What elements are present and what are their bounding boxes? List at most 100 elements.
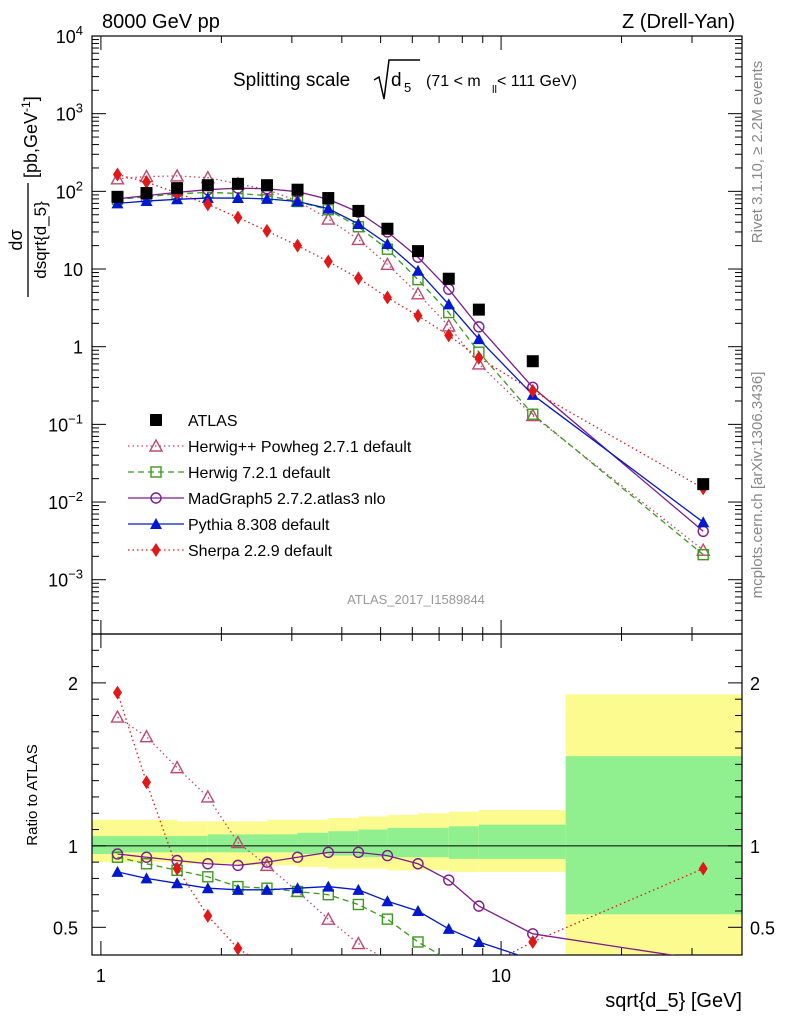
data-point — [233, 210, 243, 225]
data-point — [260, 192, 273, 204]
band-green — [565, 756, 742, 915]
y-tick-label: 10 — [63, 260, 83, 280]
svg-text:[pb,GeV-1]: [pb,GeV-1] — [19, 96, 41, 178]
ratio-point — [321, 911, 336, 925]
ratio-point — [231, 883, 244, 895]
ratio-series-pythia-8-308-default — [111, 865, 521, 955]
data-point — [471, 356, 487, 370]
ratio-point — [202, 871, 214, 883]
data-point — [380, 256, 395, 271]
x-axis-label: sqrt{d_5} [GeV] — [605, 990, 742, 1012]
legend-label: Herwig++ Powheg 2.7.1 default — [188, 439, 412, 456]
legend-entry-atlas: ATLAS — [150, 413, 238, 430]
legend-label: MadGraph5 2.7.2.atlas3 nlo — [188, 491, 386, 508]
y-tick-label: 103 — [56, 101, 83, 125]
ratio-point — [472, 935, 485, 947]
plot-title-prefix: Splitting scale — [233, 70, 350, 91]
ratio-point — [322, 846, 334, 859]
ratio-point — [111, 865, 124, 877]
series-pythia-8-308-default — [111, 192, 710, 528]
data-point — [322, 202, 335, 214]
ratio-point — [352, 883, 365, 895]
ratio-series-madgraph5-2-7-2-atlas3-nlo — [111, 846, 676, 955]
svg-text:5: 5 — [404, 80, 411, 95]
ratio-plot-frame — [91, 633, 743, 956]
y-label-unit-end: ] — [21, 96, 41, 101]
ratio-y-tick-label: 2 — [68, 674, 78, 694]
data-point — [111, 197, 124, 209]
data-point — [442, 298, 455, 310]
svg-text:Splitting scale: Splitting scale — [233, 70, 350, 91]
data-point — [353, 271, 363, 286]
data-point — [203, 197, 213, 212]
y-axis-label-bottom: Ratio to ATLAS — [24, 744, 41, 845]
ratio-point — [110, 709, 125, 723]
data-point — [201, 179, 214, 192]
y-label-unit: [pb,GeV — [21, 112, 41, 178]
ratio-point — [381, 913, 394, 925]
data-point — [526, 355, 539, 368]
svg-text:ll: ll — [492, 84, 497, 96]
data-point — [525, 408, 540, 422]
data-point — [291, 183, 304, 196]
legend-label: Sherpa 2.2.9 default — [188, 543, 333, 560]
y-axis-label-top: dσ dsqrt{d_5} [pb,GeV-1] — [6, 96, 50, 297]
data-point — [231, 177, 244, 190]
data-point — [442, 272, 455, 285]
y-label-numerator: dσ — [6, 229, 26, 250]
data-point — [697, 516, 710, 528]
series-atlas — [111, 177, 710, 491]
legend-label: ATLAS — [188, 413, 238, 430]
svg-text:d: d — [391, 70, 402, 91]
legend-entry-sherpa-2-2-9-default: Sherpa 2.2.9 default — [128, 543, 333, 560]
data-point — [352, 204, 365, 217]
ratio-point — [112, 685, 122, 700]
data-point — [528, 383, 538, 398]
ratio-point — [412, 936, 424, 948]
ratio-point — [261, 856, 273, 868]
legend-marker — [151, 543, 161, 557]
y-label-unit-sup: -1 — [19, 101, 33, 112]
ratio-y-tick-label-right: 2 — [750, 674, 760, 694]
data-point — [262, 223, 272, 238]
ratio-point — [381, 849, 394, 862]
data-point — [260, 179, 273, 192]
band-green — [478, 824, 566, 859]
rivet-label: Rivet 3.1.10, ≥ 2.2M events — [749, 61, 766, 244]
ratio-point — [140, 858, 153, 870]
band-green — [418, 827, 449, 858]
legend-entry-herwig-powheg-2-7-1-default: Herwig++ Powheg 2.7.1 default — [128, 438, 412, 456]
data-point — [413, 308, 423, 323]
ratio-point — [442, 922, 455, 934]
data-point — [323, 254, 333, 269]
ratio-point — [203, 908, 213, 923]
ratio-point — [352, 898, 365, 911]
ratio-point — [412, 905, 425, 917]
legend-marker — [150, 466, 162, 478]
header-right: Z (Drell-Yan) — [622, 11, 735, 33]
plot-title-range-end: < 111 GeV) — [497, 73, 577, 90]
data-point — [412, 264, 425, 276]
data-point — [472, 303, 485, 316]
data-point — [140, 187, 153, 200]
legend-entry-madgraph5-2-7-2-atlas3-nlo: MadGraph5 2.7.2.atlas3 nlo — [128, 491, 386, 508]
ratio-point — [443, 874, 455, 886]
ratio-line — [117, 851, 676, 955]
ratio-point — [351, 936, 366, 950]
data-point — [697, 478, 710, 491]
data-point — [474, 350, 484, 365]
plot-title-range-sub: ll — [492, 84, 497, 96]
x-tick-label: 10 — [491, 966, 511, 986]
ratio-point — [140, 851, 153, 863]
data-point — [410, 286, 426, 300]
band-green — [146, 836, 178, 853]
data-point — [293, 238, 303, 253]
mcplots-label: mcplots.cern.ch [arXiv:1306.3436] — [749, 372, 766, 599]
band-green — [117, 836, 147, 853]
data-point — [111, 190, 124, 203]
legend-entry-pythia-8-308-default: Pythia 8.308 default — [128, 517, 330, 534]
y-tick-label: 10−3 — [48, 567, 83, 591]
ratio-point — [412, 858, 424, 870]
header-left: 8000 GeV pp — [102, 11, 220, 33]
data-point — [171, 182, 184, 195]
